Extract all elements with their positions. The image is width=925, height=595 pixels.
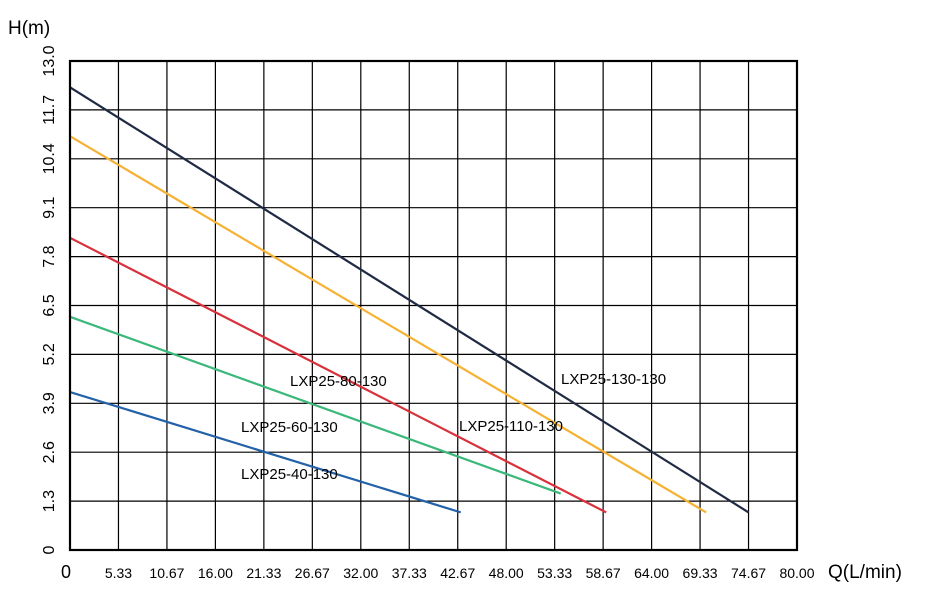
- y-tick-label: 0: [41, 545, 58, 554]
- y-tick-label: 1.3: [41, 490, 58, 512]
- x-tick-label: 16.00: [198, 565, 233, 581]
- grid: [70, 61, 797, 550]
- x-tick-label: 80.00: [779, 565, 814, 581]
- series-line-lxp25-40-130: [69, 390, 462, 514]
- x-tick-label: 37.33: [392, 565, 427, 581]
- x-tick-label: 0: [61, 562, 71, 582]
- series-line-lxp25-110-130: [69, 135, 707, 514]
- series-lines: [69, 86, 750, 514]
- x-tick-label: 74.67: [731, 565, 766, 581]
- x-tick-label: 5.33: [105, 565, 132, 581]
- y-tick-label: 5.2: [41, 343, 58, 365]
- y-tick-label: 2.6: [41, 441, 58, 463]
- x-tick-label: 10.67: [149, 565, 184, 581]
- y-tick-label: 7.8: [41, 245, 58, 267]
- x-tick-label: 26.67: [295, 565, 330, 581]
- x-tick-label: 58.67: [586, 565, 621, 581]
- x-tick-label: 69.33: [683, 565, 718, 581]
- x-tick-label: 64.00: [634, 565, 669, 581]
- series-line-lxp25-60-130: [69, 315, 562, 495]
- series-label-lxp25-40-130: LXP25-40-130: [241, 466, 338, 483]
- plot-frame: [68, 59, 799, 552]
- y-tick-label: 13.0: [41, 45, 58, 76]
- x-tick-label: 42.67: [440, 565, 475, 581]
- series-label-lxp25-110-130: LXP25-110-130: [459, 418, 563, 435]
- x-tick-labels: 0 5.33 10.67 16.00 21.33 26.67 32.00 37.33 42.67…: [61, 562, 815, 582]
- series-label-lxp25-80-130: LXP25-80-130: [290, 373, 387, 390]
- x-tick-label: 48.00: [489, 565, 524, 581]
- y-tick-label: 6.5: [41, 294, 58, 316]
- y-tick-label: 10.4: [41, 143, 58, 174]
- x-tick-label: 53.33: [537, 565, 572, 581]
- y-tick-label: 11.7: [41, 95, 58, 125]
- series-line-lxp25-130-130: [69, 86, 750, 514]
- y-tick-label: 9.1: [41, 196, 58, 218]
- series-line-lxp25-80-130: [69, 236, 607, 514]
- x-tick-label: 32.00: [343, 565, 378, 581]
- y-tick-labels: 0 1.3 2.6 3.9 5.2 6.5 7.8 9.1 10.4 11.7 13.0: [41, 45, 58, 554]
- x-tick-label: 21.33: [246, 565, 281, 581]
- y-tick-label: 3.9: [41, 392, 58, 414]
- y-axis-title: H(m): [8, 18, 50, 39]
- series-label-lxp25-130-130: LXP25-130-130: [561, 371, 666, 388]
- x-axis-title: Q(L/min): [828, 562, 902, 583]
- series-label-lxp25-60-130: LXP25-60-130: [241, 419, 338, 436]
- series-labels: LXP25-130-130 LXP25-110-130 LXP25-80-130 LX…: [241, 371, 666, 483]
